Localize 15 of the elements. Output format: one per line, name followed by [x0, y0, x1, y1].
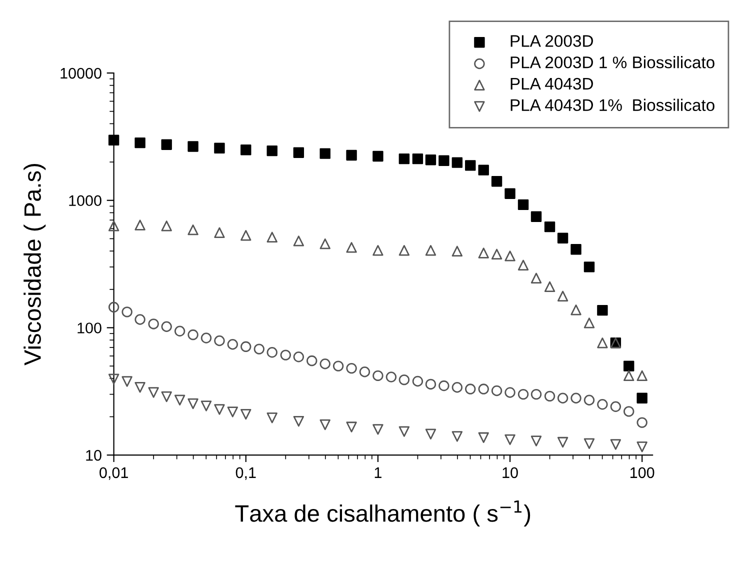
y-axis-title: Viscosidade ( Pa.s) — [24, 164, 46, 366]
y-tick-label: 10 — [86, 450, 102, 461]
y-tick-label: 1000 — [69, 195, 102, 206]
y-tick-label: 10000 — [60, 68, 102, 79]
x-tick-label: 1 — [374, 467, 382, 478]
x-tick-label: 10 — [502, 467, 518, 478]
x-tick-label: 100 — [630, 467, 654, 478]
legend-label: PLA 2003D 1 % Biossilicato — [510, 56, 714, 68]
x-axis-title: Taxa de cisalhamento ( s$^{−1}$) — [235, 500, 530, 527]
legend-label: PLA 4043D — [510, 78, 593, 90]
x-tick-label: 0,01 — [100, 467, 128, 480]
x-tick-label: 0,1 — [236, 467, 256, 480]
legend-label: PLA 2003D — [510, 35, 593, 47]
legend-label: PLA 4043D 1% Biossilicato — [510, 98, 714, 112]
y-tick-label: 100 — [78, 322, 102, 334]
